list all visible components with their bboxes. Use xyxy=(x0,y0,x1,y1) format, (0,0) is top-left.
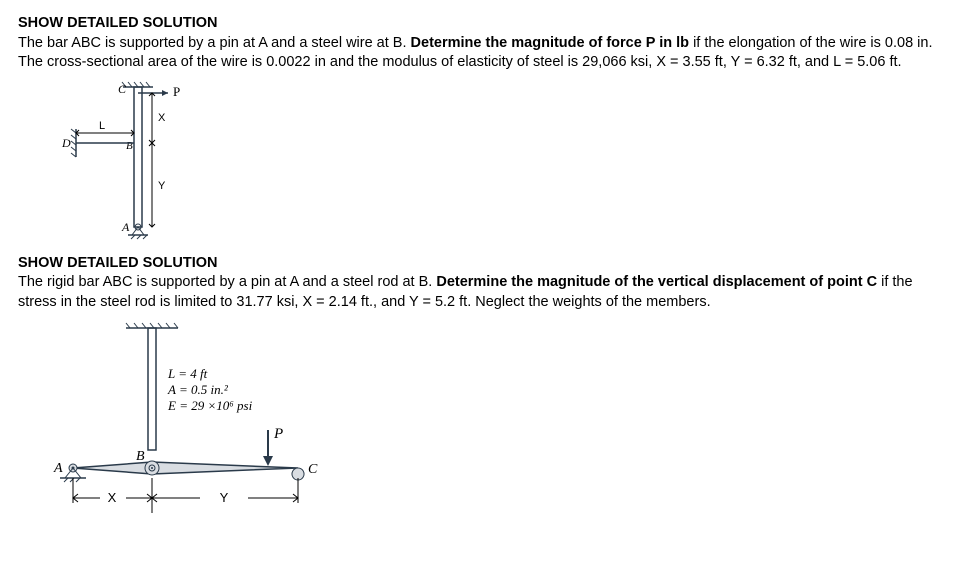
label-l: L xyxy=(99,120,105,132)
pin-a-triangle xyxy=(132,227,144,235)
p1-text-b: Determine the magnitude of force P in lb xyxy=(411,35,690,51)
problem2-heading: SHOW DETAILED SOLUTION xyxy=(18,254,941,274)
label-a2: A xyxy=(53,461,63,476)
problem1-heading: SHOW DETAILED SOLUTION xyxy=(18,14,941,34)
label-y2: Y xyxy=(220,490,229,505)
problem2-text: The rigid bar ABC is supported by a pin … xyxy=(18,273,933,312)
label-c: C xyxy=(118,82,127,96)
force-p-arrowhead xyxy=(162,90,168,96)
problem1-figure: C P X B D L Y A xyxy=(18,79,238,244)
problem1-text: The bar ABC is supported by a pin at A a… xyxy=(18,34,933,73)
steel-rod xyxy=(148,328,156,450)
wall-left xyxy=(71,129,76,157)
rod-e-line: E = 29 ×10⁶ psi xyxy=(167,398,253,413)
p1-text-a: The bar ABC is supported by a pin at A a… xyxy=(18,35,411,51)
label-d: D xyxy=(61,136,71,150)
bar-abc xyxy=(134,87,142,227)
label-x2: X xyxy=(108,490,117,505)
rod-a-line: A = 0.5 in.² xyxy=(167,382,229,397)
p2-text-a: The rigid bar ABC is supported by a pin … xyxy=(18,274,436,290)
label-p2: P xyxy=(273,426,283,442)
label-c2: C xyxy=(308,462,318,477)
label-b2: B xyxy=(136,449,145,464)
label-b: B xyxy=(126,140,133,152)
label-a: A xyxy=(121,220,130,234)
label-x: X xyxy=(158,112,166,124)
label-y: Y xyxy=(158,180,166,192)
label-p: P xyxy=(173,84,180,99)
force-p2-arrowhead xyxy=(263,456,273,466)
rod-l-line: L = 4 ft xyxy=(167,366,208,381)
problem2-figure: L = 4 ft A = 0.5 in.² E = 29 ×10⁶ psi A … xyxy=(18,318,338,518)
pin-b-2 xyxy=(145,461,159,475)
p2-text-b: Determine the magnitude of the vertical … xyxy=(436,274,877,290)
rigid-bar-abc xyxy=(73,462,298,474)
